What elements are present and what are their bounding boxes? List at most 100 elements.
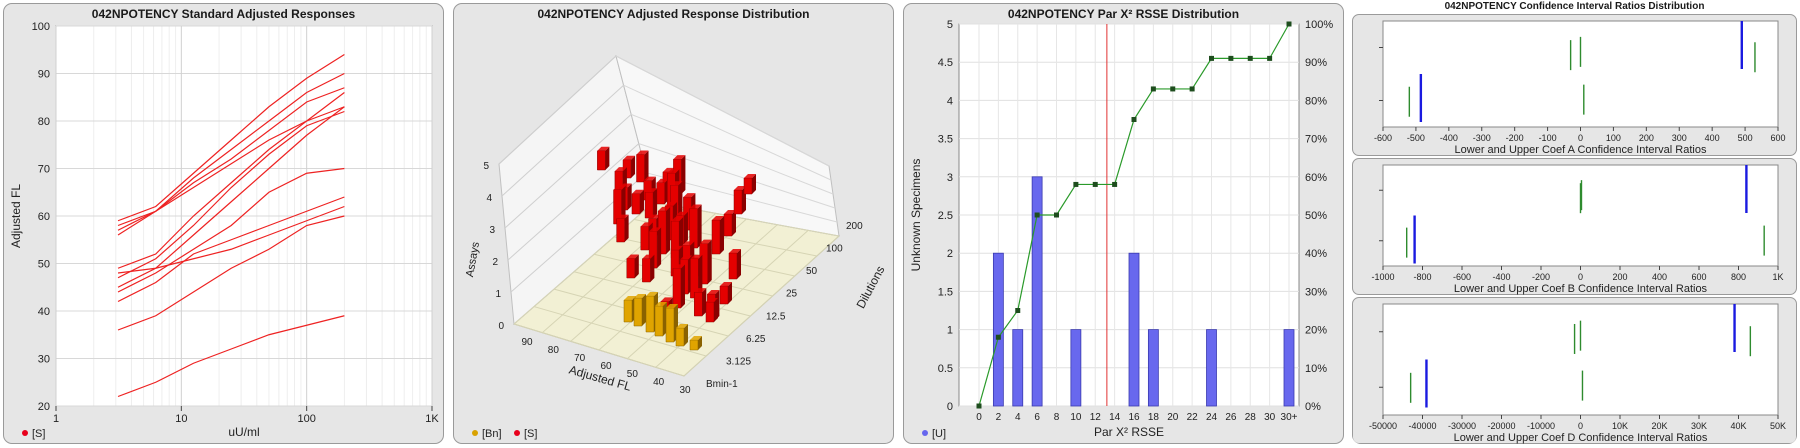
x-axis-label: uU/ml bbox=[228, 425, 259, 439]
scatter-coef-a: -600 -500 -400 -300 -200 -100 0 100 200 300 400 500… bbox=[1374, 20, 1786, 156]
scatter-coef-d: -50000 -40000 -30000 -20000 -10000 0 10K 20K 30K… bbox=[1369, 303, 1786, 444]
y-tick-label: 70 bbox=[38, 164, 50, 176]
plot-area bbox=[1382, 164, 1779, 267]
cumulative-point bbox=[1228, 55, 1234, 61]
series-line-9 bbox=[117, 196, 345, 303]
s-bar-32-side bbox=[680, 264, 685, 308]
s-bar-33-side bbox=[702, 288, 707, 316]
cumulative-point bbox=[1092, 181, 1098, 187]
s-bar-10 bbox=[631, 193, 641, 215]
s-bar-4-top bbox=[614, 167, 627, 172]
s-bar-extra-6-side bbox=[752, 174, 756, 194]
y-tick-label: 90 bbox=[38, 69, 50, 81]
x-tick-label: -200 bbox=[1506, 133, 1524, 143]
bn-bar-6-top bbox=[690, 336, 702, 340]
x-tick-label: 70 bbox=[574, 353, 586, 364]
y-tick-label: 2.5 bbox=[938, 210, 953, 222]
s-bar-8-top bbox=[667, 169, 680, 174]
x-tick-label: 1K bbox=[1772, 272, 1783, 282]
histogram-chart: 00.511.522.533.544.550%10%20%30%40%50%60… bbox=[909, 19, 1333, 440]
y-tick-label: 0 bbox=[947, 401, 953, 413]
x-tick-label: -500 bbox=[1407, 133, 1425, 143]
bn-bar-6 bbox=[689, 339, 699, 351]
s-bar-26 bbox=[626, 258, 636, 279]
s-bar-12-top bbox=[613, 185, 626, 190]
x-tick-label: 14 bbox=[1109, 412, 1121, 423]
bn-bar-2-top bbox=[646, 292, 658, 296]
series-line-8 bbox=[117, 167, 345, 293]
s-bar-26-side bbox=[634, 254, 639, 278]
z-tick-label: 2 bbox=[492, 257, 498, 268]
s-bar-extra-3 bbox=[719, 285, 729, 305]
x-axis-label: Par X² RSSE bbox=[1094, 425, 1164, 439]
x-tick-label: -100 bbox=[1539, 133, 1557, 143]
s-bar-2-top bbox=[636, 150, 649, 155]
bn-bar-1-side bbox=[642, 294, 646, 326]
s-bar-17-top bbox=[616, 214, 629, 219]
y2-tick-label: 70% bbox=[1305, 134, 1327, 146]
y-tick-label: 3.125 bbox=[726, 356, 751, 367]
s-bar-21-side bbox=[666, 206, 671, 254]
chart-title: 042NPOTENCY Adjusted Response Distributi… bbox=[537, 7, 810, 21]
wall-gridline bbox=[631, 113, 834, 195]
histogram-bar bbox=[1070, 329, 1082, 407]
x-tick-label: 4 bbox=[1015, 412, 1021, 423]
series-line-11 bbox=[117, 215, 345, 331]
y2-tick-label: 20% bbox=[1305, 325, 1327, 337]
s-bar-extra-2 bbox=[733, 189, 743, 215]
x-tick-label: -1000 bbox=[1371, 272, 1394, 282]
x-tick-label: -20000 bbox=[1487, 421, 1515, 431]
s-bar-28-top bbox=[642, 254, 655, 259]
legend-marker-bn bbox=[472, 430, 478, 436]
x-tick-label: 400 bbox=[1652, 272, 1667, 282]
series-line-12 bbox=[117, 315, 345, 398]
s-bar-31-top bbox=[690, 254, 703, 259]
z-tick-label: 4 bbox=[486, 193, 492, 204]
y2-tick-label: 0% bbox=[1305, 401, 1321, 413]
x-tick-label: 800 bbox=[1731, 272, 1746, 282]
y-tick-label: 1.5 bbox=[938, 286, 953, 298]
s-bar-19-side bbox=[697, 204, 702, 248]
y2-tick-label: 40% bbox=[1305, 248, 1327, 260]
wall-gridline bbox=[638, 143, 836, 209]
y-tick-label: 50 bbox=[806, 266, 818, 277]
cumulative-point bbox=[1247, 55, 1253, 61]
bn-bar-6-side bbox=[698, 336, 702, 350]
s-bar-15-top bbox=[648, 214, 661, 219]
s-bar-30-top bbox=[680, 255, 693, 260]
s-bar-23-top bbox=[682, 241, 695, 246]
s-bar-extra-6-top bbox=[744, 174, 756, 178]
x-tick-label: 200 bbox=[1612, 272, 1627, 282]
z-axis-label: Assays bbox=[464, 240, 482, 277]
s-bar-11-side bbox=[653, 188, 658, 218]
x-tick-label: 90 bbox=[521, 337, 533, 348]
x-tick-label: 30 bbox=[1264, 412, 1276, 423]
x-tick-label: 100 bbox=[1606, 133, 1621, 143]
x-tick-label: 26 bbox=[1225, 412, 1237, 423]
y-tick-label: 5 bbox=[947, 19, 953, 31]
x-tick-label: -400 bbox=[1492, 272, 1510, 282]
s-bar-extra-3-side bbox=[728, 282, 732, 304]
panel-ci-ratios: 042NPOTENCY Confidence Interval Ratios D… bbox=[1352, 1, 1797, 444]
legend-label: [S] bbox=[32, 428, 45, 440]
s-bar-1-side bbox=[631, 155, 636, 178]
wall-gridline bbox=[615, 55, 830, 167]
s-bar-11-top bbox=[645, 188, 658, 193]
bn-bar-3-top bbox=[655, 302, 667, 306]
cumulative-point bbox=[976, 403, 982, 409]
bn-bar-5-side bbox=[684, 324, 688, 346]
x-tick-label: 40K bbox=[1730, 421, 1746, 431]
s-bar-26-top bbox=[626, 254, 639, 259]
s-bar-18-side bbox=[683, 211, 688, 244]
series-line-10 bbox=[117, 205, 345, 274]
s-bar-11 bbox=[644, 191, 654, 219]
s-bar-24-side bbox=[657, 227, 662, 268]
y-tick-label: 12.5 bbox=[766, 311, 786, 322]
s-bar-29-side bbox=[707, 239, 712, 284]
legend-marker bbox=[22, 430, 28, 436]
s-bar-6-top bbox=[643, 176, 656, 181]
z-tick-label: 5 bbox=[483, 161, 489, 172]
x-tick-label: 600 bbox=[1770, 133, 1785, 143]
x-axis-label: Lower and Upper Coef D Confidence Interv… bbox=[1454, 432, 1708, 444]
